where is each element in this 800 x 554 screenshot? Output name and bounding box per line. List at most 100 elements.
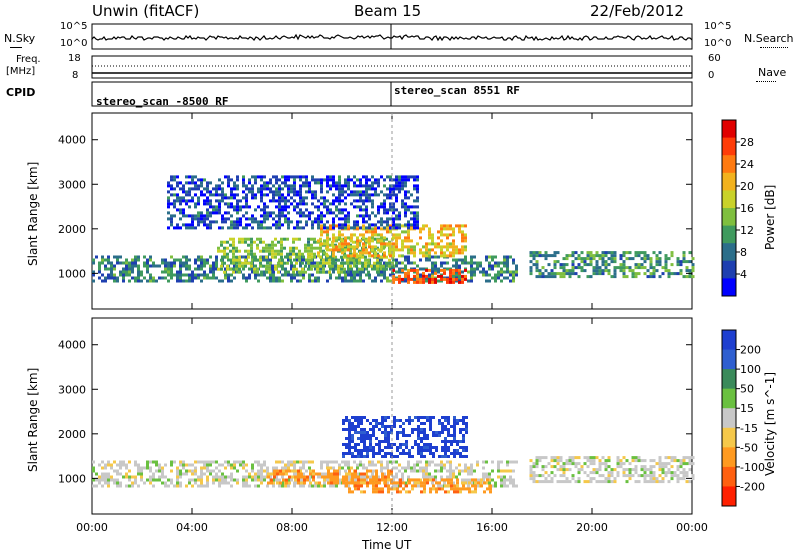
data-cell: [232, 255, 235, 259]
data-cell: [329, 466, 332, 470]
data-cell: [309, 469, 312, 473]
data-cell: [338, 211, 341, 215]
data-cell: [323, 481, 326, 485]
data-cell: [488, 267, 491, 271]
data-cell: [209, 202, 212, 206]
data-cell: [538, 251, 542, 255]
data-cell: [185, 279, 188, 283]
data-cell: [354, 487, 357, 491]
data-cell: [116, 478, 119, 482]
data-cell: [179, 460, 182, 464]
data-cell: [251, 196, 254, 200]
data-cell: [553, 263, 557, 267]
data-cell: [610, 474, 614, 478]
data-cell: [440, 460, 443, 464]
data-cell: [365, 478, 368, 482]
data-cell: [395, 484, 398, 488]
data-cell: [625, 251, 629, 255]
data-cell: [676, 257, 680, 261]
data-cell: [221, 279, 224, 283]
data-cell: [353, 190, 356, 194]
data-cell: [137, 264, 140, 268]
data-cell: [503, 484, 506, 488]
data-cell: [402, 431, 405, 434]
data-cell: [380, 217, 383, 221]
data-cell: [413, 226, 416, 230]
data-cell: [595, 263, 599, 267]
data-cell: [589, 471, 593, 475]
data-cell: [360, 484, 363, 488]
data-cell: [345, 443, 348, 446]
data-cell: [278, 178, 281, 182]
data-cell: [338, 199, 341, 203]
data-cell: [284, 273, 287, 277]
data-cell: [308, 273, 311, 277]
data-cell: [470, 273, 473, 277]
data-cell: [104, 475, 107, 479]
data-cell: [401, 178, 404, 182]
data-cell: [679, 260, 683, 264]
data-cell: [351, 446, 354, 449]
data-cell: [302, 202, 305, 206]
ytick-label: 3000: [58, 383, 86, 396]
data-cell: [384, 419, 387, 422]
data-cell: [212, 478, 215, 482]
data-cell: [194, 481, 197, 485]
data-cell: [293, 226, 296, 230]
data-cell: [595, 480, 599, 484]
data-cell: [444, 437, 447, 440]
data-cell: [299, 264, 302, 268]
data-cell: [667, 272, 671, 276]
data-cell: [287, 211, 290, 215]
power-cbar-tick-label: 28: [740, 136, 754, 149]
data-cell: [392, 277, 395, 281]
cpid-program-1: stereo_scan -8500 RF: [96, 95, 229, 108]
data-cell: [278, 184, 281, 188]
data-cell: [401, 181, 404, 185]
data-cell: [185, 226, 188, 230]
data-cell: [92, 478, 95, 482]
data-cell: [419, 273, 422, 277]
data-cell: [380, 460, 383, 464]
data-cell: [346, 261, 349, 265]
data-cell: [580, 269, 584, 273]
data-cell: [414, 481, 417, 485]
data-cell: [344, 190, 347, 194]
data-cell: [307, 246, 310, 250]
data-cell: [348, 425, 351, 428]
data-cell: [312, 475, 315, 479]
data-cell: [215, 205, 218, 209]
data-cell: [176, 196, 179, 200]
data-cell: [317, 484, 320, 488]
data-cell: [245, 199, 248, 203]
data-cell: [302, 466, 305, 470]
data-cell: [643, 465, 647, 469]
data-cell: [101, 478, 104, 482]
data-cell: [583, 257, 587, 261]
data-cell: [425, 276, 428, 280]
data-cell: [332, 211, 335, 215]
data-cell: [203, 463, 206, 467]
data-cell: [359, 199, 362, 203]
data-cell: [453, 440, 456, 443]
data-cell: [350, 190, 353, 194]
data-cell: [257, 475, 260, 479]
data-cell: [302, 484, 305, 488]
data-cell: [431, 264, 434, 268]
data-cell: [270, 472, 273, 476]
data-cell: [443, 268, 446, 272]
data-cell: [200, 193, 203, 197]
data-cell: [98, 264, 101, 268]
data-cell: [363, 428, 366, 431]
data-cell: [98, 261, 101, 265]
data-cell: [128, 270, 131, 274]
data-cell: [449, 233, 452, 237]
velocity-cbar-segment: [722, 349, 736, 370]
data-cell: [206, 226, 209, 230]
data-cell: [282, 478, 285, 482]
data-cell: [637, 266, 641, 270]
data-cell: [263, 475, 266, 479]
data-cell: [233, 196, 236, 200]
data-cell: [410, 217, 413, 221]
data-cell: [335, 460, 338, 464]
